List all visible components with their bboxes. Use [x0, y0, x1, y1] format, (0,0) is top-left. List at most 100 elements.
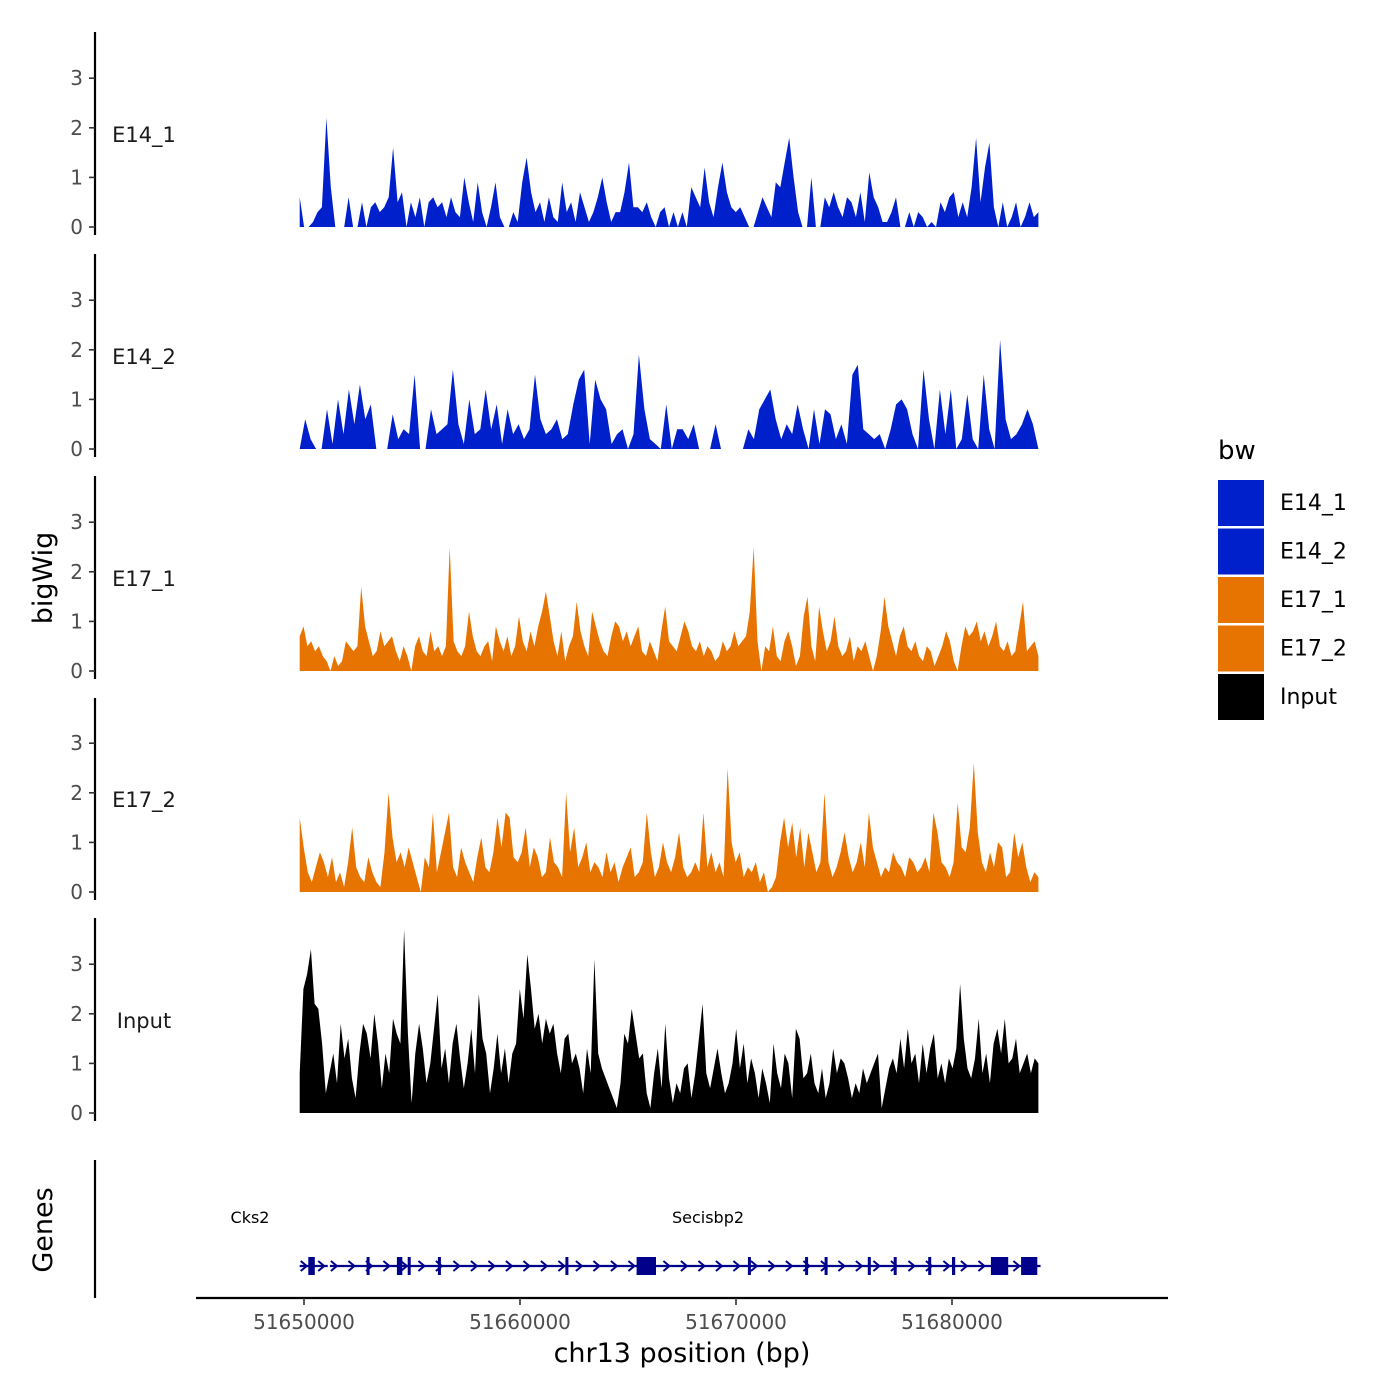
strand-arrow — [977, 1260, 986, 1272]
signal-area — [299, 929, 1039, 1113]
track-e14-1: 0 1 2 3 E14_1 — [70, 32, 1039, 239]
legend-swatch — [1218, 480, 1264, 526]
strand-arrow — [557, 1260, 566, 1272]
y-tick-label: 1 — [70, 830, 83, 854]
x-tick-label: 51670000 — [685, 1310, 787, 1334]
y-axis-title: bigWig — [28, 532, 59, 625]
gene-exon — [366, 1257, 370, 1275]
strand-arrow — [317, 1260, 326, 1272]
legend-label: E17_2 — [1280, 637, 1347, 662]
strand-arrow — [767, 1260, 776, 1272]
gene-exon — [805, 1257, 809, 1275]
gene-exon — [990, 1257, 1009, 1275]
strand-arrow — [610, 1260, 619, 1272]
y-tick-label: 1 — [70, 1051, 83, 1075]
strand-arrow — [505, 1260, 514, 1272]
strand-arrow — [662, 1260, 671, 1272]
strand-arrow — [855, 1260, 864, 1272]
legend-item-e17-1: E17_1 — [1218, 577, 1347, 623]
gene-exon — [636, 1257, 656, 1275]
legend-label: E14_1 — [1280, 491, 1347, 516]
y-tick-label: 1 — [70, 165, 83, 189]
strand-arrow — [300, 1260, 309, 1272]
y-tick-label: 0 — [70, 215, 83, 239]
legend-label: E17_1 — [1280, 588, 1347, 613]
strand-arrow — [470, 1260, 479, 1272]
signal-area — [299, 117, 1039, 227]
strand-arrow — [382, 1260, 391, 1272]
y-tick-label: 1 — [70, 609, 83, 633]
legend-swatch — [1218, 625, 1264, 672]
legend-label: E14_2 — [1280, 540, 1347, 565]
strand-arrow — [522, 1260, 531, 1272]
strand-arrow — [732, 1260, 741, 1272]
gene-secisbp2: Secisbp2 — [329, 1208, 1041, 1275]
strand-arrow — [1012, 1260, 1021, 1272]
legend-item-input: Input — [1218, 674, 1337, 720]
track-label: E14_1 — [112, 123, 176, 148]
strand-arrow — [890, 1260, 899, 1272]
gene-exon — [867, 1257, 871, 1275]
y-tick-label: 3 — [70, 510, 83, 534]
legend-swatch — [1218, 528, 1264, 575]
strand-arrow — [452, 1260, 461, 1272]
legend-item-e14-2: E14_2 — [1218, 528, 1347, 575]
y-tick-label: 3 — [70, 288, 83, 312]
strand-arrow — [697, 1260, 706, 1272]
gene-exon — [893, 1257, 897, 1275]
signal-area — [299, 339, 1039, 449]
gene-exon — [396, 1257, 403, 1275]
signal-area — [299, 547, 1039, 671]
strand-arrow — [347, 1260, 356, 1272]
strand-arrow — [715, 1260, 724, 1272]
gene-label: Cks2 — [231, 1208, 270, 1227]
x-tick-label: 51650000 — [253, 1310, 355, 1334]
strand-arrow — [400, 1260, 409, 1272]
x-tick-label: 51680000 — [901, 1310, 1003, 1334]
strand-arrow — [487, 1260, 496, 1272]
legend-swatch — [1218, 674, 1264, 720]
strand-arrow — [837, 1260, 846, 1272]
y-tick-label: 3 — [70, 731, 83, 755]
y-tick-label: 2 — [70, 781, 83, 805]
gene-exon — [308, 1257, 315, 1275]
legend-swatch — [1218, 577, 1264, 623]
y-tick-label: 1 — [70, 387, 83, 411]
track-e17-1: 0 1 2 3 E17_1 — [70, 476, 1039, 683]
legend-label: Input — [1280, 685, 1337, 710]
strand-arrow — [680, 1260, 689, 1272]
bigwig-tracks: 0 1 2 3 E14_1 0 1 2 3 E14_2 0 1 2 3 E17_1 0 1 2 3 E17_2 0 1 2 3… — [70, 32, 1039, 1125]
gene-cks2: Cks2 — [231, 1208, 328, 1275]
y-tick-label: 3 — [70, 952, 83, 976]
y-tick-label: 0 — [70, 880, 83, 904]
gene-exon — [952, 1257, 956, 1275]
x-axis-title: chr13 position (bp) — [554, 1338, 811, 1369]
track-label: E17_2 — [112, 788, 176, 813]
strand-arrow — [417, 1260, 426, 1272]
y-tick-label: 3 — [70, 66, 83, 90]
strand-arrow — [540, 1260, 549, 1272]
legend: bw E14_1 E14_2 E17_1 E17_2 Input — [1218, 436, 1347, 720]
track-label: E17_1 — [112, 567, 176, 592]
strand-arrow — [907, 1260, 916, 1272]
track-e17-2: 0 1 2 3 E17_2 — [70, 698, 1039, 904]
strand-arrow — [872, 1260, 881, 1272]
y-tick-label: 0 — [70, 659, 83, 683]
x-tick-label: 51660000 — [469, 1310, 571, 1334]
strand-arrow — [942, 1260, 951, 1272]
legend-item-e17-2: E17_2 — [1218, 625, 1347, 672]
strand-arrow — [785, 1260, 794, 1272]
signal-area — [299, 763, 1039, 892]
gene-exon — [824, 1257, 828, 1275]
strand-arrow — [575, 1260, 584, 1272]
y-tick-label: 0 — [70, 437, 83, 461]
gene-exon — [565, 1257, 569, 1275]
genes-panel: Cks2 Secisbp2 — [93, 1160, 1041, 1298]
track-label: Input — [117, 1009, 171, 1033]
gene-exon — [747, 1257, 751, 1275]
legend-item-e14-1: E14_1 — [1218, 480, 1347, 526]
strand-arrow — [592, 1260, 601, 1272]
y-tick-label: 0 — [70, 1101, 83, 1125]
track-input: 0 1 2 3 Input — [70, 918, 1039, 1125]
